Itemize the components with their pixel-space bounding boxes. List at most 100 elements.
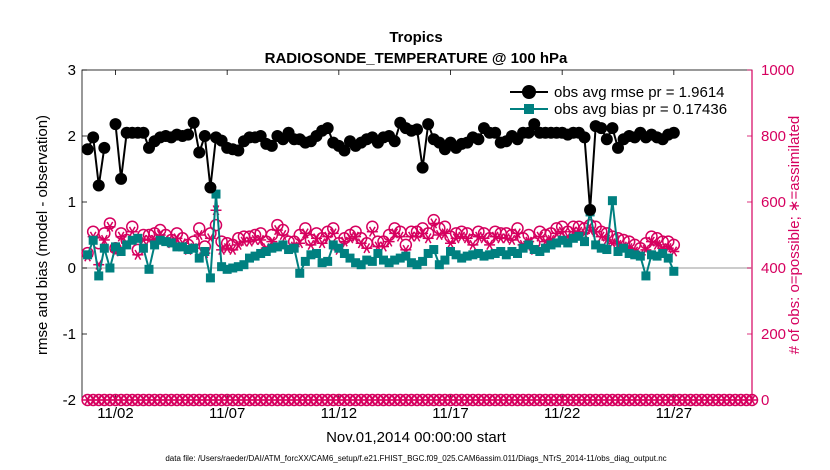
bias-point (418, 256, 428, 266)
bias-point (563, 238, 573, 248)
obs-assimilated-marker (104, 221, 116, 232)
obs-assimilated-marker (422, 233, 434, 244)
bias-point (200, 247, 210, 256)
obs-assimilated-marker (417, 228, 429, 239)
obs-assimilated-marker (361, 243, 373, 254)
rmse-point (321, 122, 334, 135)
y-tick-label: 0 (68, 260, 76, 277)
bias-point (518, 243, 528, 253)
rmse-point (612, 141, 624, 154)
bias-point (233, 262, 243, 272)
rmse-point (606, 122, 619, 135)
bias-point (507, 247, 517, 256)
y-axis-label: rmse and bias (model - observation) (34, 115, 51, 355)
obs-assimilated-marker (433, 229, 445, 241)
bias-point (652, 251, 662, 261)
bias-point (468, 250, 478, 260)
obs-assimilated-marker (500, 233, 512, 244)
y2-tick-label: 0 (761, 392, 769, 409)
bias-point (373, 248, 383, 258)
chart-title: Tropics (389, 29, 442, 46)
obs-assimilated-zero-marker (746, 394, 758, 406)
bias-point (284, 245, 294, 255)
bias-point (133, 233, 143, 243)
obs-assimilated-marker (98, 234, 110, 246)
bias-point (663, 253, 673, 263)
bias-point (591, 240, 601, 250)
bias-point (580, 237, 589, 247)
bias-point (401, 251, 411, 261)
x-tick-label: 11/07 (209, 405, 245, 422)
bias-point (434, 260, 444, 270)
rmse-point (388, 135, 401, 148)
bias-point (607, 196, 617, 206)
rmse-point (472, 133, 485, 146)
bias-point (245, 253, 254, 263)
bias-point (217, 262, 227, 272)
bias-point (446, 247, 455, 256)
obs-assimilated-marker (271, 224, 283, 236)
legend-rmse-marker (522, 85, 536, 99)
obs-possible-marker (193, 222, 206, 235)
bias-point (379, 255, 388, 265)
bias-point (88, 235, 98, 245)
bias-point (105, 263, 115, 273)
x-tick-label: 11/27 (656, 405, 692, 422)
bias-point (490, 248, 500, 258)
rmse-point (198, 130, 211, 142)
bias-point (312, 248, 321, 258)
bias-point (300, 256, 310, 266)
bias-point (317, 258, 327, 268)
bias-point (161, 237, 171, 247)
y2-tick-label: 1000 (761, 62, 794, 79)
bias-point (462, 251, 472, 261)
obs-assimilated-marker (445, 238, 456, 249)
bias-point (552, 238, 562, 248)
bias-point (289, 243, 299, 253)
rmse-point (584, 203, 597, 216)
bias-point (94, 271, 104, 281)
obs-assimilated-marker (115, 231, 127, 242)
rmse-point (595, 122, 608, 135)
bias-point (496, 247, 506, 256)
rmse-point (522, 126, 535, 139)
obs-assimilated-marker (193, 229, 205, 241)
bias-point (116, 247, 126, 256)
bias-point (183, 245, 193, 255)
y-tick-label: 1 (68, 194, 76, 211)
rmse-point (87, 131, 100, 144)
bias-point (239, 260, 249, 270)
y-tick-label: 2 (68, 128, 76, 145)
bias-point (356, 260, 366, 270)
bias-point (423, 248, 433, 258)
bias-point (138, 243, 148, 253)
obs-assimilated-marker (461, 233, 473, 244)
bias-point (641, 271, 651, 281)
bias-point (178, 242, 187, 252)
bias-point (630, 250, 640, 260)
bias-point (166, 238, 176, 248)
obs-assimilated-marker (489, 231, 501, 242)
obs-assimilated-marker (277, 229, 289, 241)
bias-point (205, 273, 215, 283)
bias-point (635, 251, 645, 261)
bias-point (367, 256, 377, 266)
obs-assimilated-marker (311, 233, 322, 244)
obs-assimilated-marker (472, 231, 484, 242)
rmse-point (204, 181, 217, 194)
bias-point (306, 250, 316, 260)
y-tick-label: 3 (68, 62, 76, 79)
rmse-point (265, 139, 278, 152)
y2-axis-label: # of obs: o=possible; ∗=assimilated (786, 116, 803, 355)
bias-point (111, 242, 120, 252)
plot-area: -2 -1 0 1 2 3 0 200 400 600 800 1000 11/02 11/07 11/12… (63, 62, 795, 422)
rmse-point (528, 118, 541, 131)
rmse-point (667, 126, 680, 139)
y2-tick-label: 200 (761, 326, 786, 343)
rmse-point (109, 118, 122, 131)
obs-assimilated-marker (227, 244, 239, 255)
obs-assimilated-marker (506, 234, 518, 246)
bias-point (211, 189, 221, 199)
bias-point (222, 264, 232, 274)
